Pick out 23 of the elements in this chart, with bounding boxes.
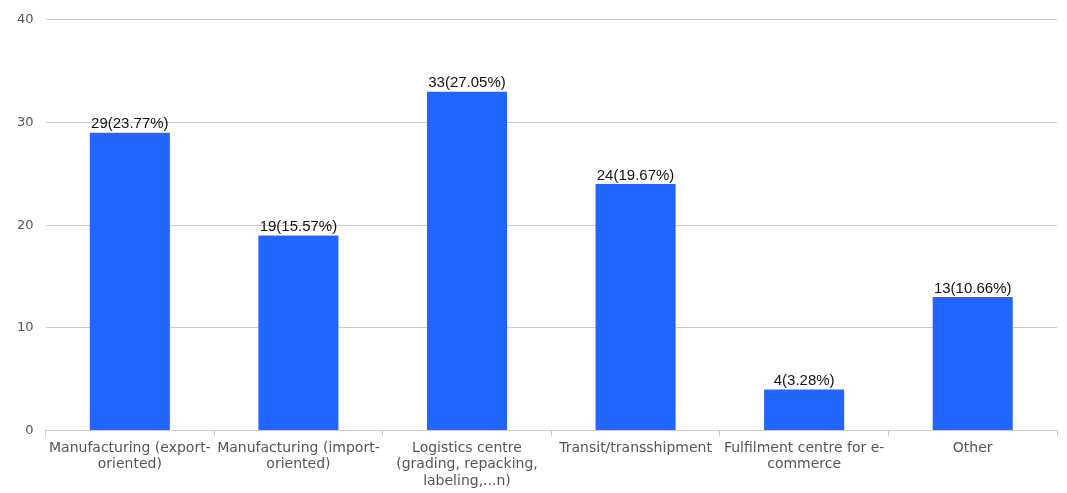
bar	[426, 91, 508, 431]
data-label: 29(23.77%)	[91, 114, 169, 132]
bar	[764, 389, 845, 431]
bar	[595, 184, 676, 431]
data-label: 13(10.66%)	[933, 278, 1012, 296]
bar	[89, 132, 170, 431]
x-tick-label: Manufacturing (export-oriented)	[48, 438, 211, 472]
x-tick-label: Logistics centre (grading, repacking, labeling,...n)	[396, 438, 538, 489]
bar	[932, 297, 1013, 431]
data-label: 19(15.57%)	[259, 217, 338, 235]
data-label: 4(3.28%)	[773, 371, 835, 389]
data-label: 24(19.67%)	[596, 165, 675, 183]
data-label: 33(27.05%)	[428, 73, 506, 91]
x-tick-label: Fulfilment centre for e-commerce	[723, 438, 885, 472]
x-tick-label: Transit/transshipment	[558, 438, 713, 455]
y-tick-label: 0	[25, 421, 34, 437]
x-tick-label: Other	[952, 438, 993, 455]
y-tick-label: 40	[17, 11, 34, 27]
bar	[258, 235, 339, 431]
y-tick-label: 10	[17, 319, 34, 335]
y-tick-label: 20	[17, 216, 34, 232]
y-tick-label: 30	[17, 113, 34, 129]
x-tick-label: Manufacturing (import-oriented)	[217, 438, 380, 472]
